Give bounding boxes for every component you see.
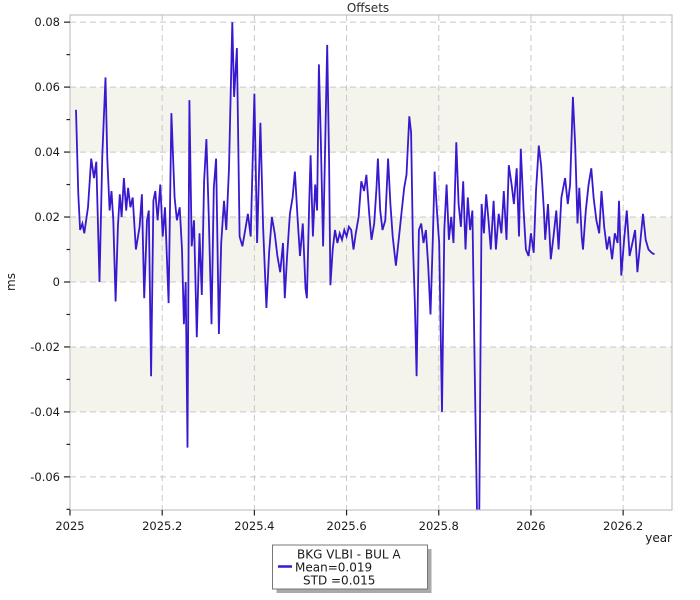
shaded-band-1 bbox=[70, 87, 672, 153]
shaded-bands bbox=[70, 87, 672, 412]
series-polyline bbox=[75, 22, 655, 510]
y-tick-label-4: 0.02 bbox=[34, 210, 60, 224]
y-axis-label: ms bbox=[4, 273, 18, 291]
axis-ticks bbox=[64, 21, 624, 516]
legend: BKG VLBI - BUL A Mean=0.019 STD =0.015 bbox=[272, 544, 432, 593]
y-tick-label-7: 0.08 bbox=[34, 15, 60, 29]
x-tick-label-1: 2025.2 bbox=[142, 519, 182, 533]
x-tick-label-4: 2025.8 bbox=[419, 519, 459, 533]
y-tick-label-0: -0.06 bbox=[30, 470, 60, 484]
y-tick-label-2: -0.02 bbox=[30, 340, 60, 354]
legend-box bbox=[272, 544, 428, 590]
x-tick-label-5: 2026 bbox=[516, 519, 545, 533]
chart-title: Offsets bbox=[347, 1, 389, 15]
y-tick-label-6: 0.06 bbox=[34, 80, 60, 94]
x-axis-label: year bbox=[645, 531, 672, 545]
shaded-band-2 bbox=[70, 346, 672, 412]
data-series-line bbox=[75, 22, 655, 510]
legend-std-label: STD =0.015 bbox=[303, 574, 375, 588]
x-tick-label-2: 2025.4 bbox=[234, 519, 274, 533]
tick-labels: 2025 2025.2 2025.4 2025.6 2025.8 2026 2026.2 -0… bbox=[30, 15, 643, 533]
y-tick-label-1: -0.04 bbox=[30, 405, 60, 419]
y-tick-label-3: 0 bbox=[53, 275, 60, 289]
y-tick-label-5: 0.04 bbox=[34, 145, 60, 159]
plot-border bbox=[69, 14, 673, 511]
x-tick-label-6: 2026.2 bbox=[603, 519, 643, 533]
x-tick-label-3: 2025.6 bbox=[326, 519, 366, 533]
x-tick-label-0: 2025 bbox=[55, 519, 84, 533]
legend-series-label: BKG VLBI - BUL A bbox=[297, 548, 401, 562]
legend-mean-label: Mean=0.019 bbox=[295, 561, 372, 575]
